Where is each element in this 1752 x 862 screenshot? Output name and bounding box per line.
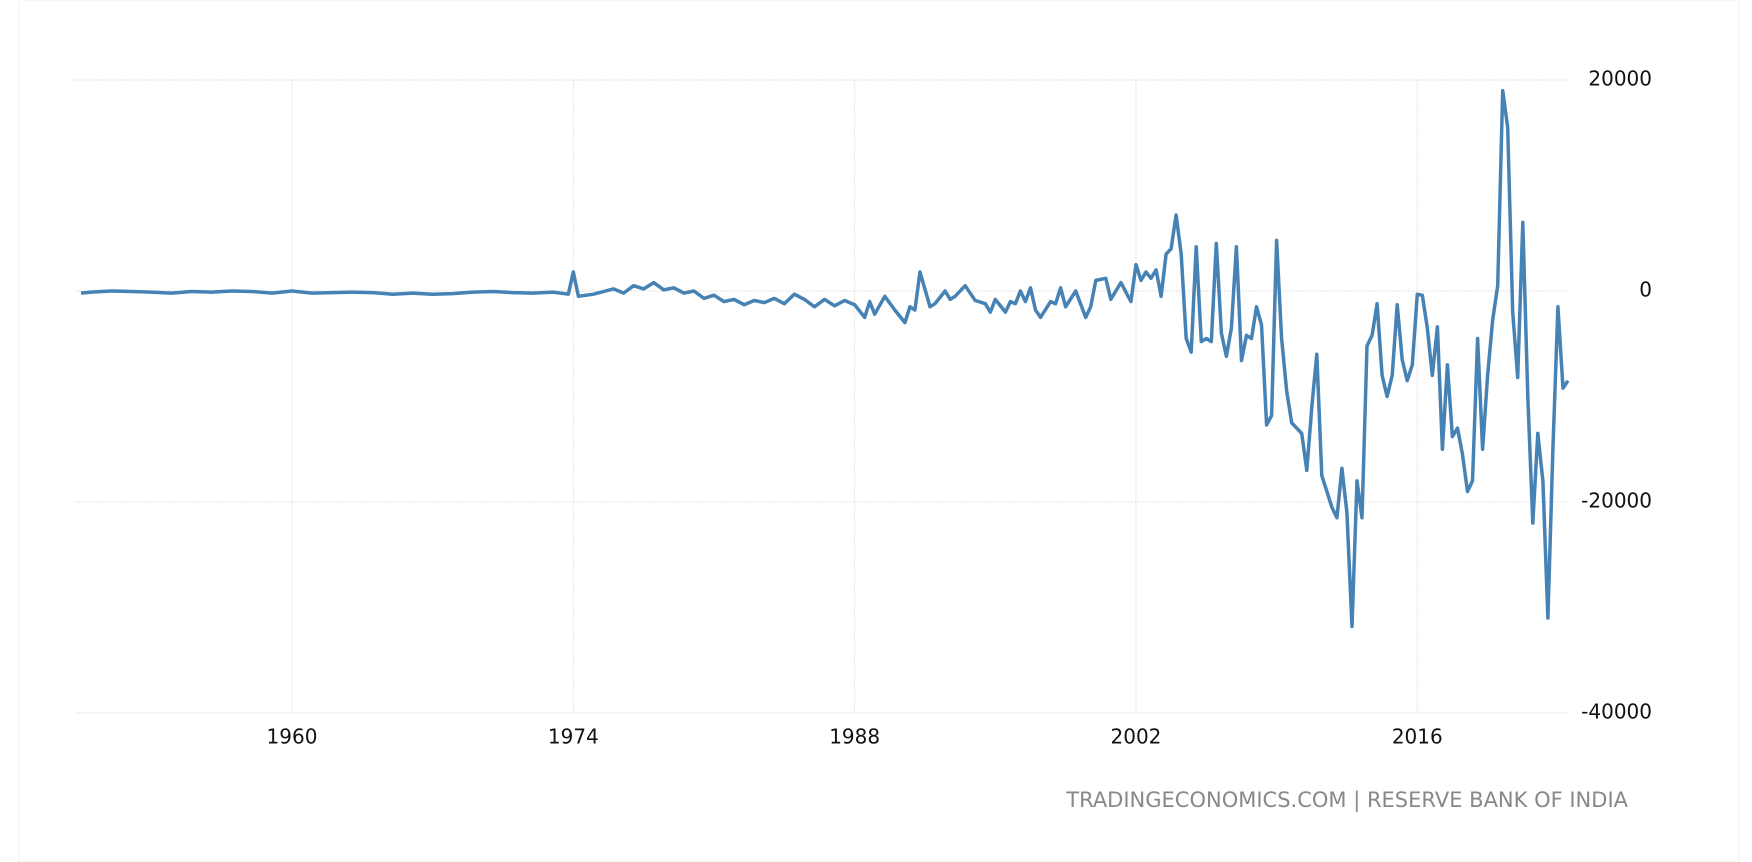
y-tick-label: 20000 [1588, 67, 1652, 91]
y-tick-label: -40000 [1581, 700, 1652, 724]
source: TRADINGECONOMICS.COM | RESERVE BANK OF I… [1065, 788, 1628, 813]
x-tick-label: 2016 [1392, 725, 1443, 749]
y-tick-label: -20000 [1581, 489, 1652, 513]
x-tick-label: 1974 [548, 725, 599, 749]
x-tick-label: 1988 [829, 725, 880, 749]
x-tick-label: 2002 [1111, 725, 1162, 749]
x-tick-label: 1960 [267, 725, 318, 749]
y-tick-label: 0 [1639, 278, 1652, 302]
data-line [80, 88, 1570, 629]
